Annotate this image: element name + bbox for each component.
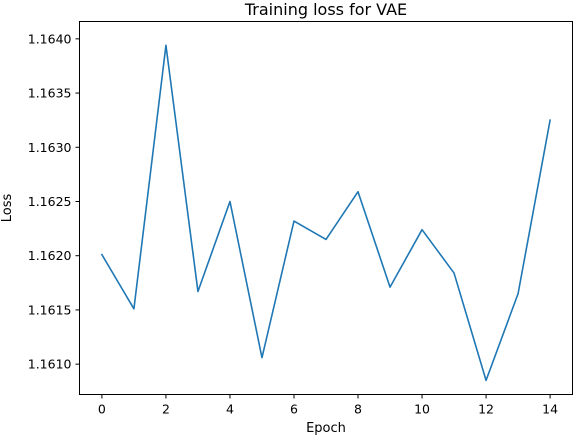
plot-area (100, 44, 552, 382)
y-axis-label: Loss (0, 194, 15, 223)
y-tick-label: 1.1615 (28, 302, 72, 317)
loss-series-line (100, 44, 552, 382)
y-tick-label: 1.1630 (28, 140, 72, 155)
x-tick-label: 2 (162, 402, 170, 417)
y-tick-label: 1.1640 (28, 31, 72, 46)
y-tick-label: 1.1620 (28, 248, 72, 263)
plot-frame (79, 21, 573, 395)
x-tick-label: 8 (354, 402, 362, 417)
x-axis-label: Epoch (306, 421, 346, 435)
x-tick-label: 4 (226, 402, 234, 417)
x-tick-label: 10 (414, 402, 430, 417)
x-tick-label: 12 (478, 402, 494, 417)
y-tick-label: 1.1635 (28, 86, 72, 101)
x-tick-label: 14 (542, 402, 558, 417)
axis-ticks: 0 2 4 6 8 10 12 14 1.1610 1.1615 1.1620 1.1625 1.163… (28, 31, 558, 416)
chart-title: Training loss for VAE (244, 0, 407, 19)
y-tick-label: 1.1625 (28, 194, 72, 209)
x-tick-label: 6 (290, 402, 298, 417)
y-tick-label: 1.1610 (28, 357, 72, 372)
x-tick-label: 0 (98, 402, 106, 417)
